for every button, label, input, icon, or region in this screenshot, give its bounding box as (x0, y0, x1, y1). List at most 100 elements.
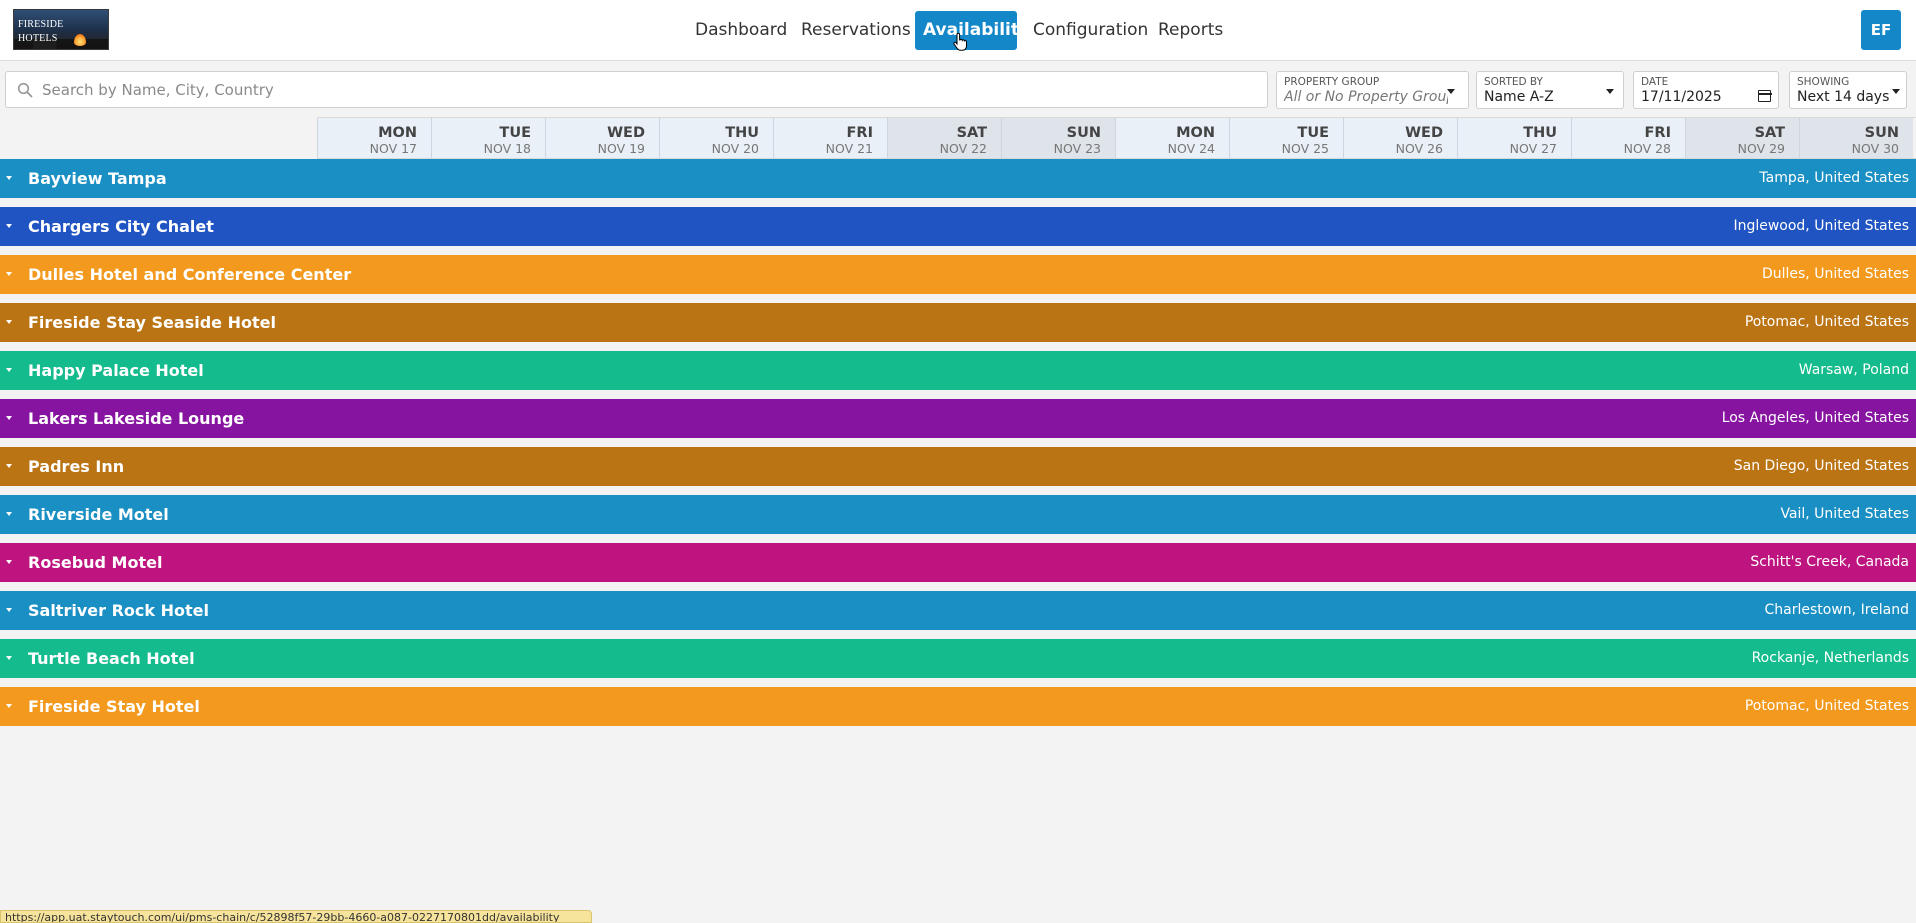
property-name: Happy Palace Hotel (28, 361, 204, 380)
search-icon (17, 82, 33, 98)
property-location: Rockanje, Netherlands (1751, 650, 1909, 666)
property-row[interactable]: Riverside Motel Vail, United States (0, 495, 1916, 534)
day-date: NOV 17 (369, 141, 417, 156)
expand-toggle-icon[interactable] (6, 368, 12, 372)
expand-toggle-icon[interactable] (6, 224, 12, 228)
expand-toggle-icon[interactable] (6, 272, 12, 276)
property-name: Lakers Lakeside Lounge (28, 409, 245, 428)
day-column-header: WED NOV 26 (1343, 118, 1457, 158)
expand-toggle-icon[interactable] (6, 464, 12, 468)
property-location: Schitt's Creek, Canada (1750, 554, 1909, 570)
property-row[interactable]: Fireside Stay Seaside Hotel Potomac, Unit… (0, 303, 1916, 342)
day-date: NOV 26 (1395, 141, 1443, 156)
day-column-header: SAT NOV 29 (1685, 118, 1799, 158)
day-of-week: MON (378, 125, 417, 141)
property-row[interactable]: Happy Palace Hotel Warsaw, Poland (0, 351, 1916, 390)
day-of-week: THU (725, 125, 759, 141)
day-of-week: TUE (499, 125, 531, 141)
date-value[interactable]: 17/11/2025 (1641, 89, 1722, 105)
property-location: Potomac, United States (1744, 314, 1909, 330)
main-nav: Dashboard Reservations Availability Conf… (0, 0, 1916, 60)
sorted-by-select[interactable]: SORTED BY Name A-Z (1476, 71, 1624, 109)
user-avatar[interactable]: EF (1861, 10, 1901, 50)
expand-toggle-icon[interactable] (6, 320, 12, 324)
day-of-week: SAT (956, 125, 987, 141)
day-column-header: THU NOV 20 (659, 118, 773, 158)
nav-reports[interactable]: Reports (1158, 20, 1224, 40)
property-location: San Diego, United States (1733, 458, 1909, 474)
property-location: Dulles, United States (1761, 266, 1909, 282)
day-of-week: WED (1405, 125, 1443, 141)
showing-select[interactable]: SHOWING Next 14 days (1789, 71, 1907, 109)
property-row[interactable]: Lakers Lakeside Lounge Los Angeles, Unite… (0, 399, 1916, 438)
day-date: NOV 25 (1281, 141, 1329, 156)
day-date: NOV 29 (1737, 141, 1785, 156)
property-name: Fireside Stay Hotel (28, 697, 200, 716)
logo-line-1: FIRESIDE (18, 19, 64, 30)
property-name: Dulles Hotel and Conference Center (28, 265, 352, 284)
search-input[interactable] (42, 73, 1257, 106)
day-of-week: THU (1523, 125, 1557, 141)
expand-toggle-icon[interactable] (6, 512, 12, 516)
property-row[interactable]: Saltriver Rock Hotel Charlestown, Ireland (0, 591, 1916, 630)
property-row[interactable]: Turtle Beach Hotel Rockanje, Netherlands (0, 639, 1916, 678)
day-of-week: SAT (1754, 125, 1785, 141)
property-name: Chargers City Chalet (28, 217, 214, 236)
expand-toggle-icon[interactable] (6, 560, 12, 564)
day-header: MON NOV 17 TUE NOV 18 WED NOV 19 THU NOV 20 FRI N… (317, 117, 1916, 159)
day-column-header: SUN NOV 23 (1001, 118, 1115, 158)
day-column-header: FRI NOV 21 (773, 118, 887, 158)
property-row[interactable]: Bayview Tampa Tampa, United States (0, 159, 1916, 198)
day-of-week: TUE (1297, 125, 1329, 141)
expand-toggle-icon[interactable] (6, 176, 12, 180)
date-picker[interactable]: DATE 17/11/2025 (1633, 71, 1779, 109)
property-name: Padres Inn (28, 457, 125, 476)
nav-dashboard[interactable]: Dashboard (695, 20, 788, 40)
day-date: NOV 19 (597, 141, 645, 156)
day-column-header: MON NOV 17 (317, 118, 431, 158)
day-of-week: SUN (1066, 125, 1101, 141)
top-navigation-bar: FIRESIDE HOTELS Dashboard Reservations A… (0, 0, 1916, 61)
expand-toggle-icon[interactable] (6, 704, 12, 708)
chevron-down-icon (1892, 89, 1900, 94)
day-date: NOV 22 (939, 141, 987, 156)
day-of-week: FRI (846, 125, 873, 141)
day-column-header: MON NOV 24 (1115, 118, 1229, 158)
search-box (5, 71, 1268, 108)
nav-configuration[interactable]: Configuration (1033, 20, 1149, 40)
day-column-header: FRI NOV 28 (1571, 118, 1685, 158)
property-name: Riverside Motel (28, 505, 169, 524)
hand-cursor-icon (953, 33, 967, 51)
day-date: NOV 21 (825, 141, 873, 156)
fireside-hotels-logo[interactable]: FIRESIDE HOTELS (13, 9, 109, 50)
expand-toggle-icon[interactable] (6, 656, 12, 660)
logo-text: FIRESIDE HOTELS (18, 18, 64, 46)
property-name: Bayview Tampa (28, 169, 167, 188)
day-date: NOV 28 (1623, 141, 1671, 156)
expand-toggle-icon[interactable] (6, 416, 12, 420)
property-row[interactable]: Chargers City Chalet Inglewood, United St… (0, 207, 1916, 246)
property-location: Potomac, United States (1744, 698, 1909, 714)
day-column-header: SAT NOV 22 (887, 118, 1001, 158)
property-row[interactable]: Padres Inn San Diego, United States (0, 447, 1916, 486)
nav-reservations[interactable]: Reservations (801, 20, 911, 40)
property-location: Los Angeles, United States (1721, 410, 1909, 426)
property-name: Turtle Beach Hotel (28, 649, 195, 668)
date-label: DATE (1641, 76, 1669, 88)
property-name: Saltriver Rock Hotel (28, 601, 209, 620)
property-row[interactable]: Dulles Hotel and Conference Center Dulles… (0, 255, 1916, 294)
property-row[interactable]: Rosebud Motel Schitt's Creek, Canada (0, 543, 1916, 582)
day-date: NOV 27 (1509, 141, 1557, 156)
day-of-week: SUN (1864, 125, 1899, 141)
property-row[interactable]: Fireside Stay Hotel Potomac, United State… (0, 687, 1916, 726)
showing-label: SHOWING (1797, 76, 1850, 88)
property-location: Inglewood, United States (1733, 218, 1909, 234)
day-of-week: FRI (1644, 125, 1671, 141)
calendar-icon[interactable] (1757, 90, 1772, 102)
property-group-select[interactable]: PROPERTY GROUP All or No Property Group (1276, 71, 1469, 109)
day-column-header: THU NOV 27 (1457, 118, 1571, 158)
day-column-header: TUE NOV 18 (431, 118, 545, 158)
property-group-label: PROPERTY GROUP (1284, 76, 1380, 88)
expand-toggle-icon[interactable] (6, 608, 12, 612)
property-group-value: All or No Property Group (1284, 89, 1448, 105)
